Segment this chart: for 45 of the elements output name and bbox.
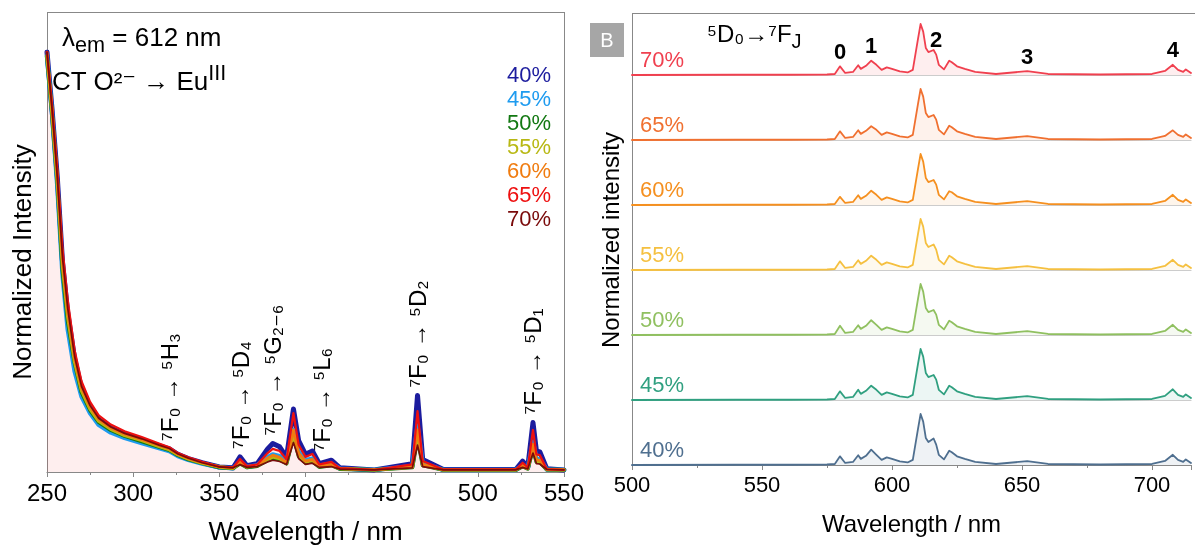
series-label: 60%: [640, 176, 685, 202]
text: 65%: [506, 181, 552, 207]
x-tick-label: 650: [1003, 471, 1041, 497]
annotation: ⁷F₀ → ⁵L₆: [307, 347, 335, 452]
x-tick-label: 350: [199, 478, 240, 506]
series-label: 55%: [640, 241, 685, 267]
annotation: ⁷F₀ → ⁵H₃: [155, 333, 183, 441]
series-label: 70%: [640, 46, 685, 72]
annotation: 3: [1021, 43, 1034, 69]
annotation: 2: [930, 27, 943, 53]
annotation: CT O²⁻ → Eu$^{III}$: [52, 60, 227, 97]
y-axis-title: Normalized Intensity: [7, 144, 37, 380]
x-tick-label: 400: [285, 478, 326, 506]
annotation: 0: [833, 38, 847, 64]
annotation: ⁷F₀ → ⁵G₂₋₆: [259, 304, 287, 436]
series-label: 45%: [640, 371, 685, 397]
series-label: 65%: [640, 111, 685, 137]
annotation: 1: [865, 33, 878, 59]
x-tick-label: 700: [1133, 471, 1171, 497]
x-axis-title: Wavelength / nm: [821, 509, 1002, 537]
text: 60%: [506, 157, 552, 183]
annotation: 4: [1166, 37, 1180, 63]
x-axis-title: Wavelength / nm: [208, 516, 403, 546]
x-tick-label: 600: [873, 471, 911, 497]
x-tick-label: 300: [113, 478, 154, 506]
annotation: λ$_{em}$ = 612 nm: [62, 22, 222, 59]
annotation: ⁷F₀ → ⁵D₄: [226, 341, 254, 449]
text: 45%: [506, 85, 552, 111]
x-tick-label: 500: [457, 478, 498, 506]
annotation: ⁵D₀→⁷F$_{J}$: [707, 20, 802, 53]
x-tick-label: 250: [26, 478, 68, 506]
annotation: ⁷F₀ → ⁵D₂: [404, 280, 432, 388]
x-tick-label: 550: [743, 471, 781, 497]
x-tick-label: 500: [613, 471, 651, 497]
series-label: 50%: [640, 306, 685, 332]
x-tick-label: 450: [371, 478, 412, 506]
panel-tag: B: [590, 23, 624, 57]
text: 70%: [506, 205, 552, 231]
text: 55%: [506, 133, 552, 159]
text: 40%: [506, 61, 552, 87]
y-axis-title: Normalized intensity: [596, 131, 624, 349]
text: 50%: [506, 109, 552, 135]
annotation: ⁷F₀ → ⁵D₁: [519, 308, 547, 415]
x-tick-label: 550: [543, 478, 585, 506]
series-label: 40%: [640, 436, 685, 462]
